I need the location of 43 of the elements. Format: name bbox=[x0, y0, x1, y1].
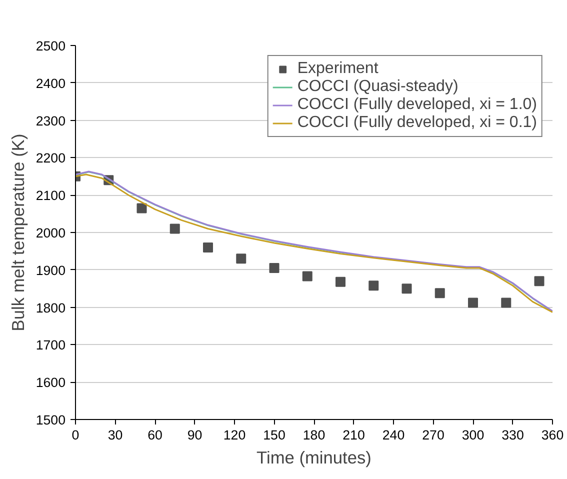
y-tick-label: 2200 bbox=[36, 150, 66, 166]
x-tick-label: 330 bbox=[502, 428, 524, 442]
x-tick-label: 0 bbox=[72, 428, 80, 442]
legend-label: COCCI (Fully developed, xi = 0.1) bbox=[297, 114, 537, 132]
point bbox=[302, 271, 312, 282]
x-tick-label: 120 bbox=[223, 428, 246, 442]
x-tick-label: 90 bbox=[187, 428, 202, 442]
y-tick-label: 2300 bbox=[36, 113, 66, 128]
point bbox=[534, 276, 544, 286]
y-axis-title: Bulk melt temperature (K) bbox=[8, 134, 28, 332]
point bbox=[203, 242, 213, 252]
point bbox=[434, 288, 445, 298]
point bbox=[402, 284, 412, 294]
y-tick-label: 1800 bbox=[36, 300, 66, 316]
point bbox=[269, 263, 280, 274]
x-tick-label: 270 bbox=[422, 428, 444, 442]
x-tick-label: 360 bbox=[541, 428, 564, 442]
point bbox=[501, 298, 512, 308]
point bbox=[170, 224, 180, 234]
point bbox=[368, 280, 379, 291]
y-tick-label: 2500 bbox=[36, 38, 66, 54]
x-tick-label: 300 bbox=[462, 428, 484, 442]
x-tick-label: 210 bbox=[342, 428, 365, 442]
x-axis-title: Time (minutes) bbox=[256, 448, 372, 468]
y-tick-label: 1700 bbox=[36, 338, 66, 353]
point bbox=[336, 276, 346, 287]
legend-label: COCCI (Quasi-steady) bbox=[297, 78, 458, 96]
y-tick-label: 2400 bbox=[36, 76, 66, 91]
x-tick-label: 150 bbox=[263, 428, 286, 442]
point bbox=[468, 298, 478, 308]
point bbox=[136, 203, 147, 214]
x-tick-label: 30 bbox=[108, 428, 123, 442]
y-tick-label: 1600 bbox=[36, 375, 66, 390]
point bbox=[236, 254, 246, 264]
y-tick-label: 2000 bbox=[36, 226, 66, 240]
legend-label: COCCI (Fully developed, xi = 1.0) bbox=[297, 96, 537, 114]
y-tick-label: 2100 bbox=[36, 188, 66, 204]
y-tick-label: 1900 bbox=[36, 262, 66, 278]
y-tick-label: 1500 bbox=[36, 412, 66, 428]
legend-label: Experiment bbox=[297, 60, 378, 78]
x-tick-label: 180 bbox=[302, 428, 326, 442]
x-tick-label: 240 bbox=[382, 428, 405, 442]
x-tick-label: 60 bbox=[148, 428, 162, 442]
